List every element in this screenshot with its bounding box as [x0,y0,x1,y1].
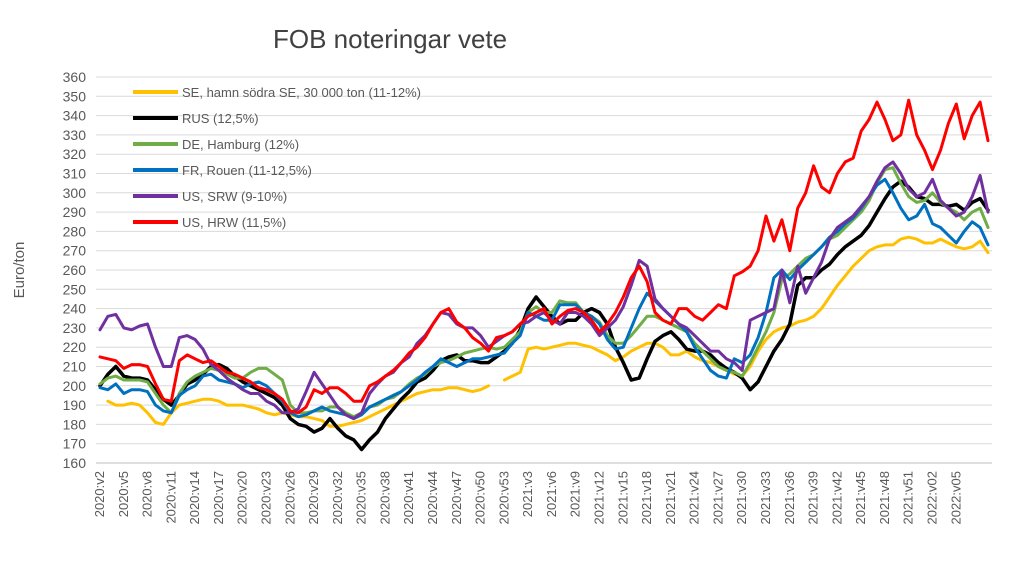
chart-title: FOB noteringar vete [273,24,507,54]
legend-label: DE, Hamburg (12%) [182,137,299,152]
x-tick-label: 2020:v14 [187,471,202,525]
y-tick-label: 290 [63,204,87,220]
y-tick-label: 360 [63,69,87,85]
x-tick-label: 2021:v18 [639,471,654,525]
series-line [98,166,990,419]
y-tick-label: 300 [63,185,87,201]
series-line [106,235,990,428]
y-tick-label: 250 [63,281,87,297]
x-tick-label: 2021:v6 [544,471,559,517]
legend-label: SE, hamn södra SE, 30 000 ton (11-12%) [182,85,421,100]
x-tick-label: 2021:v21 [663,471,678,525]
x-tick-label: 2020:v53 [496,471,511,524]
x-tick-label: 2020:v20 [235,471,250,525]
x-tick-label: 2021:v3 [520,471,535,517]
x-tick-label: 2020:v8 [140,471,155,517]
y-axis-label: Euro/ton [11,242,28,299]
x-tick-label: 2020:v23 [258,471,273,525]
series-line [98,160,990,421]
x-tick-label: 2021:v15 [615,471,630,525]
x-tick-label: 2021:v36 [782,471,797,525]
y-tick-label: 210 [63,359,87,375]
x-tick-label: 2021:v45 [853,471,868,525]
y-tick-label: 260 [63,262,87,278]
x-tick-label: 2021:v48 [877,471,892,525]
legend-label: US, HRW (11,5%) [182,215,286,230]
y-tick-label: 230 [63,320,87,336]
series-lines [98,98,990,452]
x-tick-label: 2021:v30 [734,471,749,525]
x-tick-label: 2020:v32 [330,471,345,525]
legend-label: US, SRW (9-10%) [182,189,287,204]
x-tick-label: 2021:v39 [806,471,821,525]
x-tick-label: 2021:v9 [568,471,583,517]
y-tick-label: 280 [63,223,87,239]
x-tick-label: 2020:v47 [449,471,464,525]
x-tick-label: 2020:v11 [163,471,178,524]
x-tick-label: 2021:v33 [758,471,773,525]
legend-label: FR, Rouen (11-12,5%) [182,163,312,178]
x-tick-label: 2022:v02 [925,471,940,525]
x-tick-label: 2021:v42 [829,471,844,525]
legend-label: RUS (12,5%) [182,111,259,126]
x-tick-label: 2020:v2 [92,471,107,517]
y-tick-label: 200 [63,378,87,394]
x-tick-label: 2020:v17 [211,471,226,525]
y-tick-label: 220 [63,339,87,355]
x-tick-label: 2020:v44 [425,471,440,525]
x-tick-label: 2020:v38 [377,471,392,525]
y-tick-label: 160 [63,455,87,471]
series-line [98,98,990,415]
x-tick-label: 2021:v27 [710,471,725,525]
x-tick-label: 2020:v5 [116,471,131,517]
x-axis-ticks: 2020:v2 2020:v5 2020:v8 2020:v11 2020:v14 202… [92,471,963,525]
y-tick-label: 330 [63,127,87,143]
y-tick-label: 320 [63,146,87,162]
x-tick-label: 2020:v50 [473,471,488,524]
y-tick-label: 240 [63,301,87,317]
y-tick-label: 170 [63,436,87,452]
x-tick-label: 2020:v29 [306,471,321,525]
x-tick-label: 2021:v24 [687,471,702,525]
x-tick-label: 2021:v12 [592,471,607,525]
y-tick-label: 350 [63,88,87,104]
y-tick-label: 270 [63,243,87,259]
series-line [98,177,990,421]
y-tick-label: 310 [63,166,87,182]
x-tick-label: 2020:v26 [282,471,297,525]
y-tick-label: 180 [63,416,87,432]
x-tick-label: 2020:v41 [401,471,416,525]
legend: SE, hamn södra SE, 30 000 ton (11-12%) RU… [133,85,421,230]
x-tick-label: 2021:v51 [901,471,916,525]
y-tick-label: 340 [63,108,87,124]
x-tick-label: 2022:v05 [948,471,963,525]
y-axis-ticks: 160 170 180 190 200 210 220 230 240 250 260 270 280 2… [63,69,87,471]
y-tick-label: 190 [63,397,87,413]
x-tick-label: 2020:v35 [354,471,369,525]
